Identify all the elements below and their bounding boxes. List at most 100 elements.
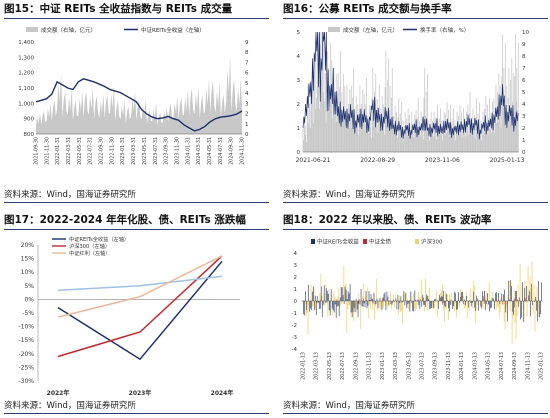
figure-title: 图17：2022-2024 年年化股、债、REITs 涨跌幅: [4, 213, 269, 230]
x-tick-label: 2022-07-31: [88, 137, 94, 165]
figure-title: 图16：公募 REITs 成交额与换手率: [283, 2, 548, 19]
legend-swatch: [311, 239, 315, 244]
legend-label: 沪深300（左轴）: [69, 242, 110, 250]
legend-swatch: [415, 239, 419, 244]
x-tick-label: 2024-09-13: [512, 352, 518, 380]
y-tick-left: 1: [297, 126, 301, 132]
x-tick-label: 2024年: [211, 389, 234, 397]
y-tick-right: 4: [522, 102, 526, 108]
y-tick-right: 7: [522, 66, 526, 72]
x-tick-label: 2023-11-06: [425, 157, 460, 164]
volume-area: [36, 55, 242, 134]
x-tick-label: 2022-09-13: [353, 352, 359, 380]
y-tick-left: 0: [297, 150, 301, 156]
legend-swatch: [363, 239, 367, 244]
y-tick-right: 2: [522, 126, 526, 132]
legend-swatch-volume: [328, 27, 340, 32]
chart-17: 中证REITs全收益（左轴）沪深300（左轴）中证红利（左轴） 20% 15% 10%…: [18, 235, 240, 397]
x-tick-label: 2024-01-13: [459, 352, 465, 380]
y-tick-left: 1,200: [18, 71, 34, 77]
y-tick-right: 1: [245, 122, 249, 128]
y-tick-right: 0: [245, 132, 249, 138]
y-tick-left: 800: [24, 132, 35, 138]
y-tick-left: 1,400: [18, 40, 34, 46]
x-tick-label: 2024-05-31: [207, 137, 213, 165]
y-tick-left: 5: [297, 30, 301, 36]
x-tick-label: 2022-07-13: [340, 352, 346, 380]
y-tick-label: 0%: [24, 296, 34, 303]
y-tick-label: 5%: [24, 283, 34, 290]
y-tick-right: 0: [522, 150, 526, 156]
figure-source: 资料来源：Wind，国海证券研究所: [283, 189, 548, 203]
x-tick-label: 2022-05-31: [77, 137, 83, 165]
chart-16: 成交额（左轴，亿元） 换手率（右轴，%） 0 1 2 3 4 5 0 1 2 3 4 5 6 7 8 9 10 202…: [296, 26, 530, 164]
y-tick-left: 900: [24, 117, 35, 123]
y-tick-left: 3: [297, 78, 301, 84]
y-tick-label: -3: [292, 335, 298, 341]
x-tick-label: 2023-01-31: [120, 137, 126, 165]
series-line-0: [57, 260, 223, 361]
figure-source: 资料来源：Wind，国海证券研究所: [283, 400, 548, 414]
figure-18: 图18：2022 年以来股、债、REITs 波动率 中证REITs全收益 中证全债…: [283, 213, 550, 414]
y-tick-label: -2: [292, 323, 297, 329]
x-tick-label: 2021-09-30: [34, 137, 40, 165]
y-tick-right: 7: [245, 60, 249, 66]
legend-label: 沪深300: [421, 238, 443, 246]
y-tick-right: 8: [522, 54, 526, 60]
legend-label: 中证全债: [369, 238, 392, 246]
x-tick-label: 2024-03-13: [472, 352, 478, 380]
x-tick-label: 2022-03-13: [314, 352, 320, 380]
x-tick-label: 2022-01-31: [55, 137, 61, 165]
x-tick-label: 2023-03-13: [393, 352, 399, 380]
y-tick-label: -10%: [18, 324, 34, 331]
y-tick-left: 4: [297, 54, 301, 60]
y-tick-label: -25%: [18, 364, 34, 371]
x-tick-label: 2023-05-13: [406, 352, 412, 380]
x-tick-label: 2021-06-21: [296, 157, 331, 164]
turnover-line: [302, 31, 519, 140]
y-tick-right: 5: [522, 90, 526, 96]
y-tick-left: 1,100: [18, 86, 34, 92]
y-tick-label: -1: [292, 311, 297, 317]
figure-source: 资料来源：Wind，国海证券研究所: [4, 189, 269, 203]
x-tick-label: 2023年: [129, 389, 152, 397]
y-tick-left: 1,300: [18, 55, 34, 61]
series-line-1: [57, 255, 223, 358]
x-tick-label: 2025-01-13: [539, 352, 545, 380]
y-tick-label: 1: [294, 287, 298, 293]
index-line: [35, 78, 243, 132]
figure-15: 图15：中证 REITs 全收益指数与 REITs 成交量 成交额（右轴，亿元）…: [4, 2, 273, 203]
y-tick-right: 3: [245, 101, 249, 107]
y-tick-label: 2: [294, 275, 298, 281]
y-tick-label: 20%: [21, 242, 35, 249]
x-tick-label: 2024-05-13: [486, 352, 492, 380]
y-tick-right: 3: [522, 114, 526, 120]
y-tick-label: 0: [294, 299, 298, 305]
y-tick-right: 1: [522, 138, 526, 144]
y-tick-label: 3: [294, 263, 298, 269]
x-tick-label: 2022-11-13: [367, 352, 373, 380]
y-tick-label: 10%: [21, 269, 35, 276]
legend-label: 中证REITs全收益: [317, 238, 359, 246]
chart-15: 成交额（右轴，亿元） 中证REITs全收益（左轴） 800 900 1,000 1,100…: [18, 26, 249, 165]
x-tick-label: 2024-01-31: [185, 137, 191, 165]
legend-label: 中证REITs全收益（左轴）: [69, 235, 129, 243]
x-tick-label: 2024-07-31: [218, 137, 224, 165]
x-tick-label: 2022-08-29: [360, 157, 395, 164]
x-tick-label: 2022-01-13: [301, 352, 307, 380]
y-tick-label: -20%: [18, 351, 34, 358]
y-tick-right: 4: [245, 91, 249, 97]
x-tick-label: 2023-09-13: [433, 352, 439, 380]
x-tick-label: 2023-05-31: [142, 137, 148, 165]
chart-18: 中证REITs全收益 中证全债 沪深300 4 3 2 1 0 -1 -2 -3 -42022-01-…: [292, 238, 545, 380]
y-tick-left: 2: [297, 102, 301, 108]
x-tick-label: 2022-03-31: [66, 137, 72, 165]
x-tick-label: 2024-11-13: [525, 352, 531, 380]
legend-label: 中证红利（左轴）: [69, 249, 111, 257]
series-line-3: [57, 255, 223, 318]
x-tick-label: 2023-11-30: [174, 137, 180, 165]
figure-17: 图17：2022-2024 年年化股、债、REITs 涨跌幅 中证REITs全收…: [4, 213, 273, 414]
y-tick-label: -5%: [22, 310, 34, 317]
y-tick-right: 5: [245, 81, 249, 87]
x-tick-label: 2023-01-13: [380, 352, 386, 380]
